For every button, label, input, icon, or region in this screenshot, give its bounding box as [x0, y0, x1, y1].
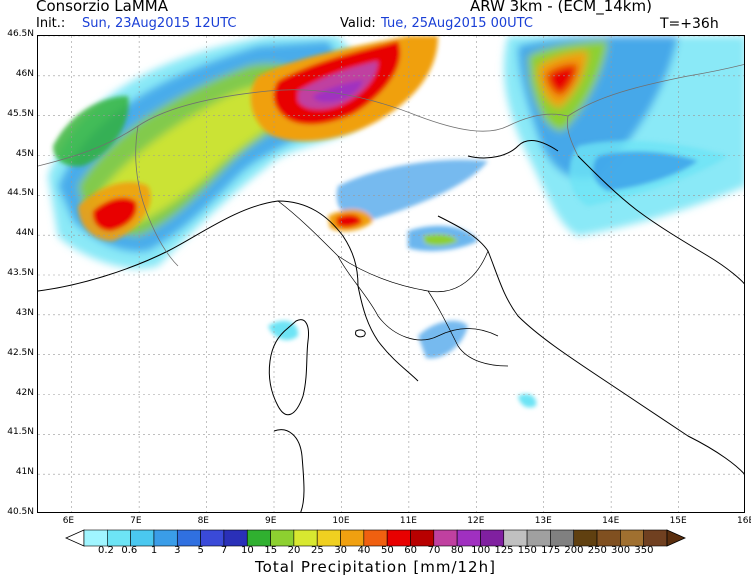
colorbar-max-arrow — [666, 529, 686, 547]
longitude-label: 6E — [62, 516, 75, 526]
longitude-label: 9E — [265, 516, 277, 526]
valid-value: Tue, 25Aug2015 00UTC — [381, 16, 533, 31]
colorbar-swatch — [107, 529, 131, 547]
colorbar-swatch — [200, 529, 225, 547]
longitude-label: 15E — [669, 516, 687, 526]
precip-streaks-central — [268, 140, 728, 408]
latitude-label: 42N — [15, 387, 34, 398]
colorbar-tick-label: 300 — [611, 545, 631, 556]
colorbar-swatch — [526, 529, 551, 547]
colorbar-tick-label: 70 — [427, 545, 441, 556]
longitude-label: 12E — [467, 516, 485, 526]
latitude-label: 44N — [15, 228, 34, 239]
colorbar-swatch — [153, 529, 178, 547]
latitude-label: 46.5N — [7, 29, 34, 39]
longitude-label: 13E — [534, 516, 552, 526]
colorbar-swatch — [270, 529, 295, 547]
lead-time: T=+36h — [660, 16, 719, 32]
colorbar-min-arrow — [65, 529, 85, 547]
precip-core-alps — [250, 36, 438, 142]
colorbar-swatch — [433, 529, 458, 547]
latitude-label: 45.5N — [7, 108, 34, 119]
latitude-label: 41.5N — [7, 427, 34, 438]
colorbar-tick-label: 10 — [241, 545, 254, 556]
latitude-label: 45N — [15, 148, 34, 159]
latitude-label: 40.5N — [7, 507, 34, 517]
latitude-label: 41N — [15, 467, 34, 478]
colorbar-tick-label: 80 — [450, 545, 464, 556]
colorbar-tick-label: 5 — [197, 545, 204, 556]
longitude-label: 14E — [602, 516, 620, 526]
longitude-label: 16E — [737, 516, 751, 526]
latitude-label: 46N — [15, 68, 34, 79]
coastlines — [38, 140, 744, 512]
colorbar-swatch — [316, 529, 341, 547]
colorbar-tick-label: 125 — [494, 545, 514, 556]
colorbar-swatch — [456, 529, 481, 547]
colorbar-swatch — [410, 529, 435, 547]
colorbar-tick-label: 40 — [357, 545, 371, 556]
colorbar-tick-label: 150 — [517, 545, 537, 556]
model-title: ARW 3km - (ECM_14km) — [470, 0, 652, 15]
colorbar-tick-label: 250 — [587, 545, 607, 556]
colorbar-tick-label: 200 — [564, 545, 584, 556]
colorbar-tick-label: 350 — [634, 545, 654, 556]
colorbar-swatch — [130, 529, 155, 547]
longitude-label: 8E — [197, 516, 209, 526]
colorbar-tick-label: 50 — [380, 545, 394, 556]
colorbar-tick-label: 15 — [264, 545, 278, 556]
country-borders — [38, 64, 744, 267]
colorbar-swatch — [620, 529, 644, 547]
org-title: Consorzio LaMMA — [36, 0, 168, 15]
latitude-label: 43N — [15, 307, 34, 318]
colorbar-tick-label: 60 — [404, 545, 417, 556]
latitude-label: 42.5N — [7, 347, 34, 358]
colorbar-tick-label: 3 — [174, 545, 181, 556]
colorbar-swatch — [386, 529, 411, 547]
map-canvas — [38, 36, 744, 512]
map-gridlines — [38, 36, 744, 512]
latitude-label: 43.5N — [7, 268, 34, 278]
colorbar-swatch — [83, 529, 108, 547]
colorbar-swatch — [363, 529, 388, 547]
init-label: Init.: — [36, 16, 66, 31]
longitude-label: 7E — [130, 516, 142, 526]
colorbar-swatch — [223, 529, 248, 547]
colorbar-swatch — [643, 529, 668, 547]
colorbar-tick-label: 100 — [471, 545, 491, 556]
colorbar-tick-label: 25 — [311, 545, 324, 556]
colorbar-swatch — [550, 529, 575, 547]
latitude-label: 44.5N — [7, 188, 34, 199]
colorbar-tick-label: 20 — [287, 545, 301, 556]
colorbar-swatch — [176, 529, 201, 547]
colorbar-tick-label: 0.6 — [121, 545, 138, 556]
regional-borders — [277, 200, 509, 367]
colorbar-swatch — [293, 529, 318, 547]
colorbar-tick-label: 7 — [220, 545, 228, 556]
colorbar-title: Total Precipitation [mm/12h] — [255, 558, 496, 576]
init-value: Sun, 23Aug2015 12UTC — [82, 16, 237, 31]
precipitation-map — [37, 35, 745, 513]
longitude-label: 10E — [332, 516, 350, 526]
colorbar-swatch — [340, 529, 365, 547]
colorbar-tick-label: 1 — [150, 545, 158, 556]
colorbar-tick-label: 30 — [334, 545, 348, 556]
precip-band-west — [53, 96, 151, 241]
colorbar-swatch — [596, 529, 621, 547]
colorbar-tick-label: 0.2 — [98, 545, 114, 556]
precipitation-colorbar — [65, 529, 686, 547]
colorbar-swatch — [480, 529, 505, 547]
valid-label: Valid: — [340, 16, 376, 31]
colorbar-swatch — [246, 529, 271, 547]
colorbar-swatch — [573, 529, 598, 547]
colorbar-tick-label: 175 — [541, 545, 561, 556]
precip-band-northeast — [504, 36, 744, 236]
longitude-label: 11E — [399, 516, 417, 526]
colorbar-swatch — [503, 529, 528, 547]
